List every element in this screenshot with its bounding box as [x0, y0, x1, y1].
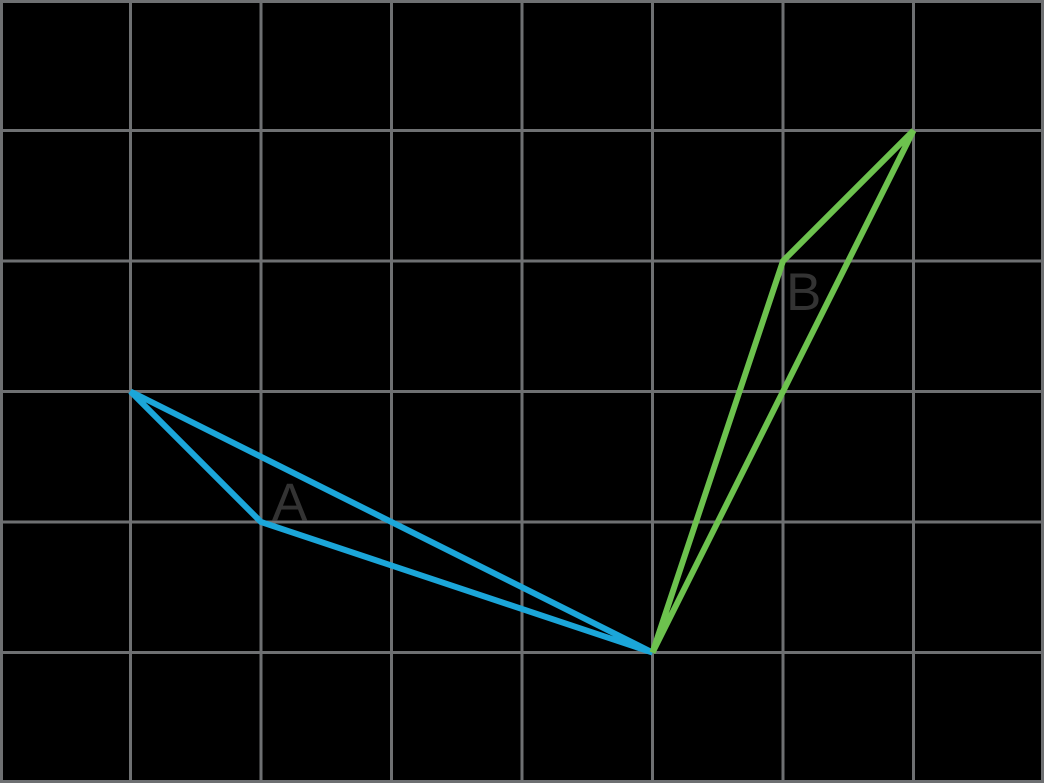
triangle-a-label: A	[272, 473, 308, 532]
triangle-a-outline	[128, 388, 654, 656]
triangle-b-label: B	[786, 263, 821, 322]
triangle-b-outline	[649, 128, 917, 654]
